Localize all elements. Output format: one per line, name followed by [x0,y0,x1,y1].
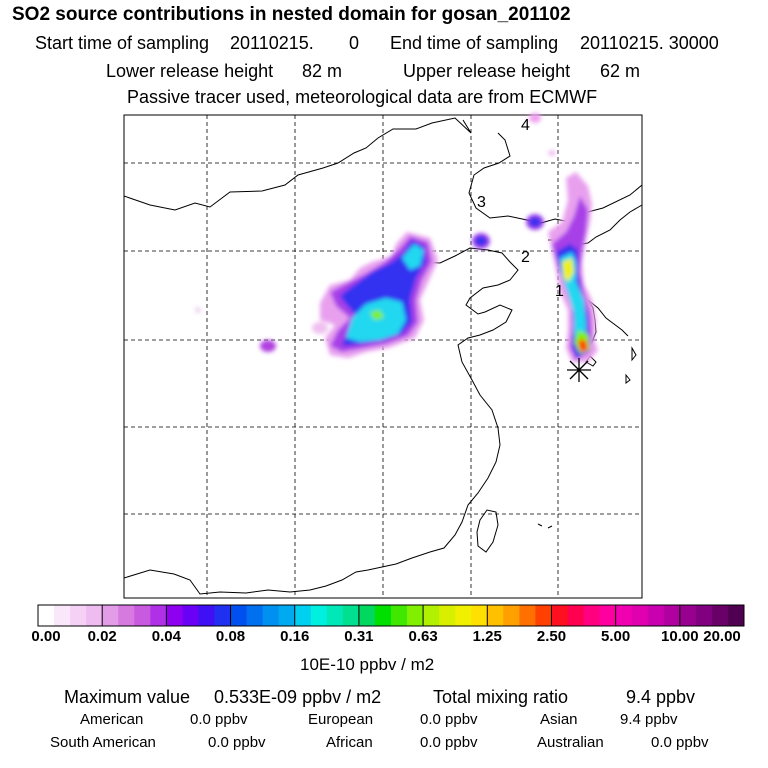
colorbar-swatch [230,605,247,626]
colorbar-swatch [358,605,376,626]
colorbar-swatch [310,605,328,626]
colorbar-tick-label: 0.04 [151,628,181,645]
max-value: 0.533E-09 ppbv / m2 [214,687,382,707]
concentration-plumes [195,113,598,362]
colorbar-tick-label: 0.16 [280,628,310,645]
max-value-label: Maximum value [64,687,191,707]
colorbar-swatch [214,605,231,626]
colorbar-swatch [711,605,729,626]
colorbar-tick-label: 0.00 [31,628,61,645]
colorbar-swatch [150,605,167,626]
colorbar-swatch [102,605,119,626]
colorbar-swatch [391,605,408,626]
colorbar-tick-label: 10.00 [661,628,699,645]
colorbar-tick-label: 0.08 [215,628,246,645]
colorbar-swatch [198,605,215,626]
plume-patches [195,113,556,352]
colorbar-swatch [342,605,360,626]
colorbar-swatch [166,605,183,626]
colorbar-swatch [583,605,600,626]
colorbar-swatch [326,605,344,626]
region-asian-label: Asian [540,711,578,728]
colorbar-swatch [439,605,456,626]
colorbar-swatch [423,605,440,626]
region-european-value: 0.0 ppbv [420,711,478,728]
map-point-label-1: 1 [555,283,564,300]
colorbar-swatch [374,605,392,626]
region-south-american-value: 0.0 ppbv [208,734,266,751]
colorbar-swatch [134,605,151,626]
colorbar-swatch [294,605,312,626]
colorbar-swatch [535,605,552,626]
colorbar-swatch [615,605,633,626]
colorbar-swatch [567,605,584,626]
lower-release-value: 82 m [302,61,343,81]
colorbar-swatch [503,605,520,626]
colorbar-swatch [38,605,55,626]
colorbar-unit: 10E-10 ppbv / m2 [300,655,435,674]
colorbar-swatch [86,605,103,626]
end-time-label: End time of sampling [390,33,559,53]
total-mixing-value: 9.4 ppbv [626,687,696,707]
colorbar-tick-label: 0.63 [408,628,438,645]
colorbar-swatch [471,605,488,626]
coastlines-borders [123,117,643,595]
colorbar-swatch [54,605,71,626]
colorbar-swatch [407,605,424,626]
colorbar-tick-label: 0.31 [344,628,374,645]
colorbar-tick-label: 0.02 [87,628,117,645]
plume-korea [548,172,598,362]
upper-release-value: 62 m [600,61,641,81]
colorbar-tick-label: 5.00 [601,628,631,645]
region-african-value: 0.0 ppbv [420,734,478,751]
colorbar-swatch [551,605,568,626]
colorbar-swatch [455,605,472,626]
map-point-label-4: 4 [521,117,530,134]
map-point-label-3: 3 [477,194,486,211]
colorbar-swatch [118,605,135,626]
region-australian-label: Australian [537,734,604,751]
colorbar-swatch [679,605,697,626]
colorbar-swatch [519,605,536,626]
colorbar-swatch [631,605,649,626]
start-time-value: 20110215. [230,33,314,53]
colorbar-swatch [182,605,199,626]
gridlines [124,115,642,598]
start-time-hour: 0 [349,33,360,53]
region-asian-value: 9.4 ppbv [620,711,678,728]
region-american-value: 0.0 ppbv [190,711,248,728]
colorbar-swatch [663,605,681,626]
colorbar-swatch [487,605,504,626]
total-mixing-label: Total mixing ratio [433,687,569,707]
colorbar-border [37,604,745,627]
region-european-label: European [308,711,374,728]
colorbar-swatch [647,605,665,626]
tracer-note: Passive tracer used, meteorological data… [127,87,598,107]
colorbar-swatch [727,605,745,626]
colorbar-tick-label: 2.50 [536,628,567,645]
colorbar-swatch [70,605,87,626]
upper-release-label: Upper release height [403,61,571,81]
page-title: SO2 source contributions in nested domai… [12,4,571,25]
colorbar-tick-label: 1.25 [472,628,502,645]
colorbar-swatch [695,605,713,626]
region-american-label: American [80,711,144,728]
region-african-label: African [326,734,373,751]
colorbar-swatch [262,605,280,626]
region-australian-value: 0.0 ppbv [651,734,709,751]
lower-release-label: Lower release height [106,61,274,81]
colorbar-tick-label: 20.00 [703,628,741,645]
colorbar [37,604,745,627]
map-point-label-2: 2 [521,249,530,266]
plume-west [320,232,438,358]
colorbar-swatch [599,605,617,626]
start-time-label: Start time of sampling [35,33,210,53]
end-time-value: 20110215. 30000 [580,33,719,53]
colorbar-swatch [278,605,296,626]
region-south-american-label: South American [50,734,156,751]
receptor-marker [567,358,591,382]
colorbar-swatch [246,605,264,626]
